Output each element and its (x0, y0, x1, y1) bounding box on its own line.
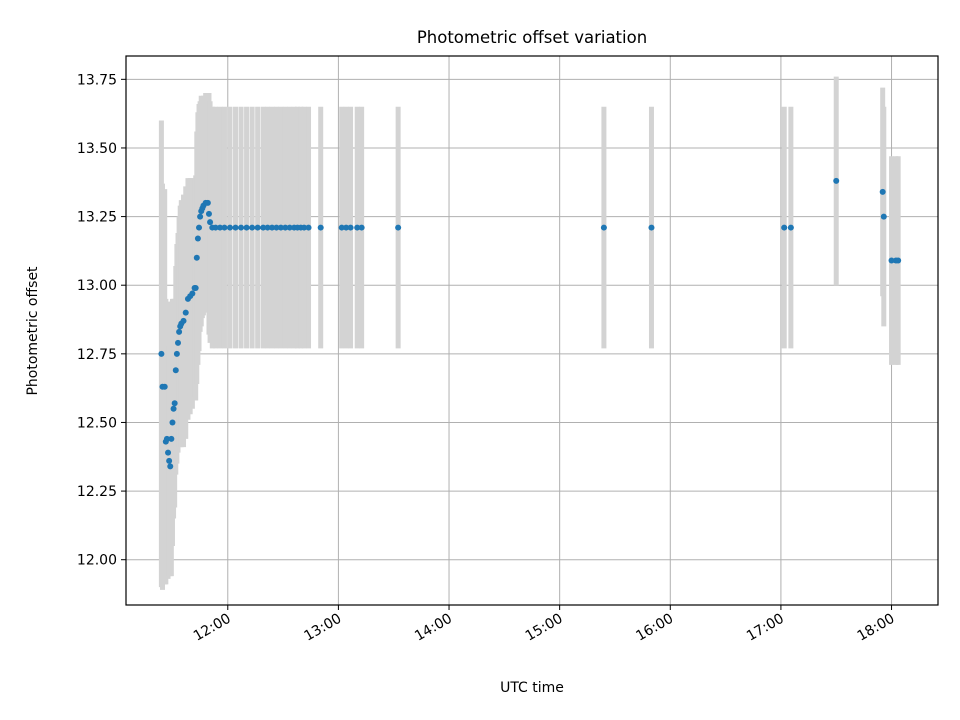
data-point (170, 405, 177, 412)
data-point (317, 224, 324, 231)
data-point (205, 210, 212, 217)
data-point (260, 224, 267, 231)
data-point (172, 367, 179, 374)
data-point (895, 257, 902, 264)
data-point (176, 328, 183, 335)
data-point (168, 435, 175, 442)
y-tick-label: 12.25 (77, 484, 117, 500)
data-points (158, 177, 902, 470)
data-point (238, 224, 245, 231)
data-point (787, 224, 794, 231)
data-point (273, 224, 280, 231)
axes-frame (125, 55, 939, 606)
data-point (305, 224, 312, 231)
data-point (282, 224, 289, 231)
data-point (182, 309, 189, 316)
data-point (879, 188, 886, 195)
x-axis-label: UTC time (500, 680, 564, 696)
data-point (212, 224, 219, 231)
y-tick-label: 13.50 (77, 141, 117, 157)
data-point (395, 224, 402, 231)
data-point (163, 435, 170, 442)
data-point (169, 419, 176, 426)
chart-title: Photometric offset variation (417, 28, 647, 47)
data-point (888, 257, 895, 264)
data-point (192, 284, 199, 291)
data-point (277, 224, 284, 231)
data-point (226, 224, 233, 231)
data-point (264, 224, 271, 231)
data-point (204, 199, 211, 206)
data-point (254, 224, 261, 231)
data-point (217, 224, 224, 231)
data-point (174, 339, 181, 346)
data-point (354, 224, 361, 231)
data-point (249, 224, 256, 231)
data-point (189, 290, 196, 297)
data-point (781, 224, 788, 231)
data-point (194, 235, 201, 242)
data-point (301, 224, 308, 231)
data-point (166, 457, 173, 464)
data-point (167, 463, 174, 470)
data-point (180, 317, 187, 324)
data-point (286, 224, 293, 231)
data-point (193, 254, 200, 261)
y-axis-label: Photometric offset (25, 266, 41, 396)
data-point (338, 224, 345, 231)
y-tick-label: 13.75 (77, 72, 117, 88)
ticks: 12:00 13:00 14:00 15:00 16:00 17:00 18:0012.00… (77, 72, 898, 644)
y-tick-label: 13.25 (77, 210, 117, 226)
data-point (343, 224, 350, 231)
y-tick-label: 12.75 (77, 347, 117, 363)
data-point (600, 224, 607, 231)
data-point (173, 350, 180, 357)
data-point (165, 449, 172, 456)
data-point (196, 224, 203, 231)
data-point (648, 224, 655, 231)
y-tick-label: 12.00 (77, 553, 117, 569)
data-point (243, 224, 250, 231)
data-point (269, 224, 276, 231)
data-point (221, 224, 228, 231)
data-point (158, 350, 165, 357)
data-point (358, 224, 365, 231)
y-tick-label: 13.00 (77, 278, 117, 294)
data-point (347, 224, 354, 231)
data-point (161, 383, 168, 390)
data-point (197, 213, 204, 220)
data-point (833, 177, 840, 184)
y-tick-label: 12.50 (77, 415, 117, 431)
data-point (171, 400, 178, 407)
data-point (232, 224, 239, 231)
data-point (880, 213, 887, 220)
data-point (207, 219, 214, 226)
